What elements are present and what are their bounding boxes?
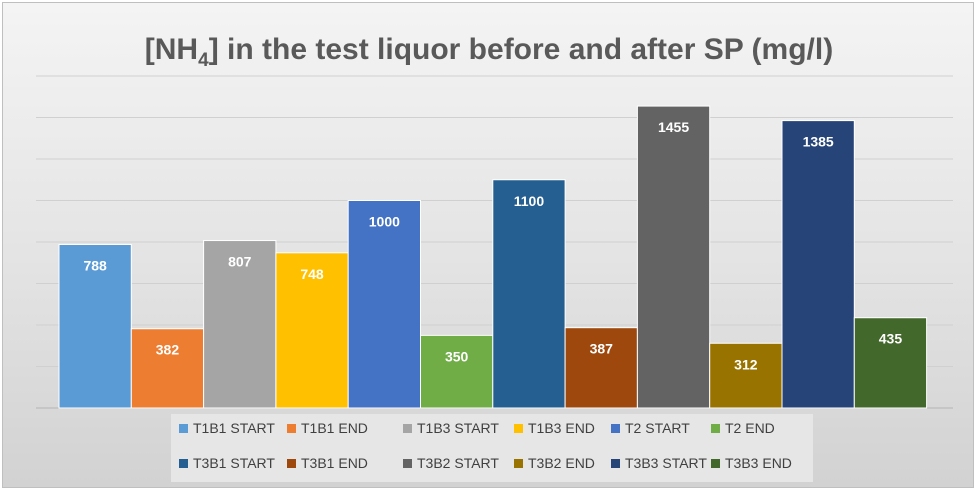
legend-item: T1B3 END bbox=[514, 420, 595, 436]
legend-label: T3B3 END bbox=[725, 455, 792, 471]
legend-item: T2 END bbox=[711, 420, 775, 436]
legend-swatch bbox=[711, 423, 720, 433]
legend-item: T3B1 START bbox=[179, 455, 275, 471]
bar-t3b1-end bbox=[564, 327, 638, 409]
data-label: 350 bbox=[445, 348, 469, 364]
chart-title-rest: ] in the test liquor before and after SP… bbox=[209, 33, 834, 66]
legend-item: T3B3 END bbox=[711, 455, 792, 471]
chart-plot: [NH4] in the test liquor before and afte… bbox=[36, 33, 953, 409]
data-label: 807 bbox=[228, 254, 252, 270]
legend-swatch bbox=[287, 458, 296, 468]
chart-title-main: [NH bbox=[145, 33, 198, 66]
bar-t1b3-start bbox=[203, 240, 277, 409]
data-label: 1100 bbox=[514, 193, 545, 209]
data-label: 1385 bbox=[803, 134, 834, 150]
legend-item: T3B3 START bbox=[611, 455, 707, 471]
legend-item: T3B2 END bbox=[514, 455, 595, 471]
legend-swatch bbox=[514, 423, 523, 433]
legend-label: T3B2 START bbox=[417, 455, 499, 471]
bar-t1b1-start bbox=[58, 243, 132, 409]
chart-title: [NH4] in the test liquor before and afte… bbox=[145, 33, 833, 71]
data-label: 748 bbox=[300, 266, 324, 282]
legend-item: T2 START bbox=[611, 420, 690, 436]
legend-label: T2 START bbox=[625, 420, 690, 436]
data-labels: 788 382 807 748 1000 350 1100 387 1455 312 1385 435 bbox=[83, 119, 902, 372]
chart-title-subscript: 4 bbox=[198, 50, 209, 71]
legend-swatch bbox=[179, 423, 188, 433]
legend-swatch bbox=[711, 458, 720, 468]
legend-swatch bbox=[611, 458, 620, 468]
legend-label: T2 END bbox=[725, 420, 775, 436]
bar-t3b3-end bbox=[853, 317, 928, 409]
data-label: 435 bbox=[879, 331, 903, 347]
legend-label: T1B3 START bbox=[417, 420, 499, 436]
data-label: 312 bbox=[734, 356, 758, 372]
data-label: 387 bbox=[590, 341, 614, 357]
legend-swatch bbox=[611, 423, 620, 433]
legend-swatch bbox=[179, 458, 188, 468]
bar-t3b3-start bbox=[781, 120, 855, 409]
legend-swatch bbox=[514, 458, 523, 468]
bar-t3b2-start bbox=[636, 105, 711, 409]
legend-label: T1B1 START bbox=[193, 420, 275, 436]
legend-label: T3B2 END bbox=[528, 455, 595, 471]
legend-item: T1B1 START bbox=[179, 420, 275, 436]
bar-t1b3-end bbox=[275, 252, 349, 409]
data-label: 1000 bbox=[369, 214, 400, 230]
legend-swatch bbox=[287, 423, 296, 433]
legend-swatch bbox=[403, 458, 412, 468]
legend-label: T3B1 END bbox=[301, 455, 368, 471]
legend-label: T1B3 END bbox=[528, 420, 595, 436]
bar-t3b1-start bbox=[492, 179, 566, 409]
legend-item: T3B1 END bbox=[287, 455, 368, 471]
legend-swatch bbox=[403, 423, 412, 433]
data-label: 382 bbox=[156, 342, 180, 358]
legend-label: T1B1 END bbox=[301, 420, 368, 436]
legend-item: T1B3 START bbox=[403, 420, 499, 436]
legend-item: T1B1 END bbox=[287, 420, 368, 436]
legend-item: T3B2 START bbox=[403, 455, 499, 471]
legend-label: T3B3 START bbox=[625, 455, 707, 471]
bar-t2-end bbox=[420, 334, 494, 409]
legend: T1B1 START T1B1 END T1B3 START T1B3 END T2 S… bbox=[171, 414, 813, 482]
bar-t2-start bbox=[347, 200, 422, 409]
bar-t1b1-end bbox=[130, 328, 205, 409]
bars bbox=[58, 105, 928, 409]
data-label: 1455 bbox=[658, 119, 689, 135]
legend-label: T3B1 START bbox=[193, 455, 275, 471]
bar-t3b2-end bbox=[709, 342, 783, 409]
data-label: 788 bbox=[83, 257, 107, 273]
